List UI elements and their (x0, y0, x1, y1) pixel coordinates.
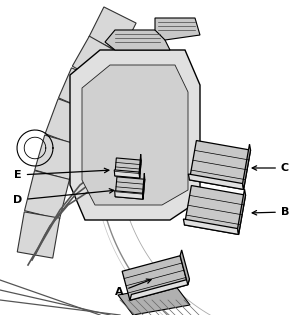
Polygon shape (25, 171, 69, 219)
Polygon shape (72, 36, 121, 84)
Polygon shape (82, 65, 188, 205)
Polygon shape (115, 177, 145, 199)
Polygon shape (115, 191, 143, 199)
Polygon shape (155, 18, 200, 40)
Polygon shape (180, 250, 189, 285)
Text: C: C (252, 163, 289, 173)
Polygon shape (115, 158, 141, 178)
Text: A: A (115, 279, 151, 297)
Polygon shape (189, 140, 251, 189)
Polygon shape (130, 279, 189, 300)
Polygon shape (243, 144, 251, 189)
Polygon shape (89, 7, 136, 53)
Polygon shape (114, 170, 140, 178)
Polygon shape (188, 174, 244, 189)
Polygon shape (185, 186, 245, 234)
Polygon shape (183, 219, 238, 234)
Text: D: D (13, 189, 114, 205)
Polygon shape (70, 50, 200, 220)
Polygon shape (35, 135, 79, 180)
Polygon shape (122, 256, 188, 300)
Polygon shape (139, 154, 141, 178)
Polygon shape (118, 285, 190, 315)
Polygon shape (238, 189, 245, 234)
Polygon shape (45, 99, 92, 146)
Polygon shape (17, 212, 60, 258)
Polygon shape (58, 68, 105, 112)
Polygon shape (105, 30, 170, 50)
Text: B: B (252, 207, 289, 217)
Text: E: E (14, 168, 109, 180)
Polygon shape (142, 173, 145, 199)
